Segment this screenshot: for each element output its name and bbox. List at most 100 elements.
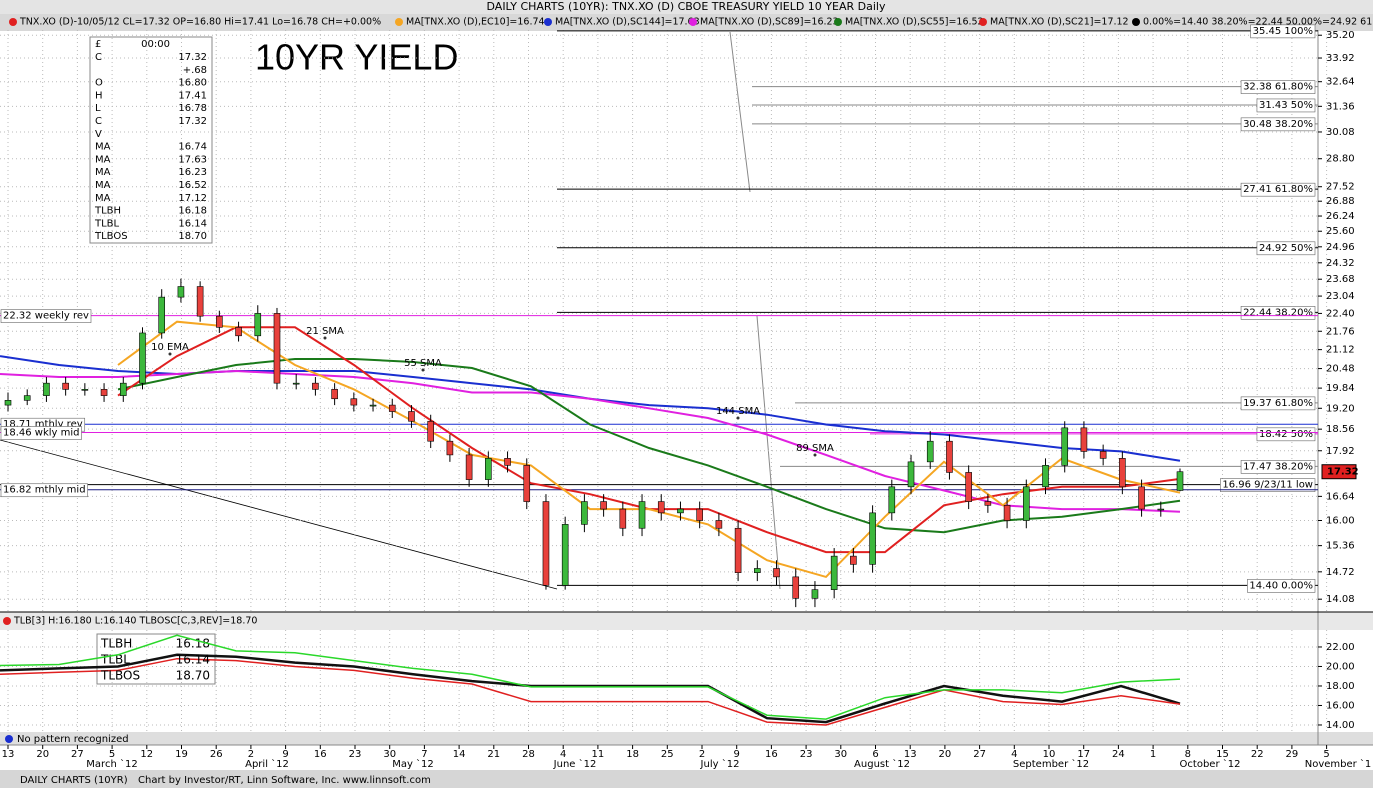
y-tick-label: 17.92 bbox=[1326, 446, 1355, 457]
candle-body bbox=[1176, 471, 1184, 491]
info-label: C bbox=[95, 52, 102, 63]
candle-body bbox=[907, 461, 915, 488]
candle-body bbox=[773, 568, 780, 578]
info-value: +.68 bbox=[183, 65, 207, 76]
panel-dot bbox=[3, 617, 11, 625]
annotation-dot bbox=[421, 368, 425, 372]
level-label-box bbox=[1240, 396, 1316, 411]
x-tick-label: 23 bbox=[349, 749, 362, 760]
x-tick-label: 4 bbox=[1011, 749, 1017, 760]
candle-body bbox=[485, 458, 492, 480]
candle-body bbox=[369, 404, 377, 407]
y-tick-label: 35.20 bbox=[1326, 30, 1355, 41]
candle-body bbox=[139, 332, 146, 384]
info-box bbox=[89, 36, 213, 244]
x-tick-label: 20 bbox=[36, 749, 49, 760]
x-tick-label: 20 bbox=[939, 749, 952, 760]
candle-body bbox=[1138, 486, 1145, 510]
info-label: MA bbox=[95, 167, 111, 178]
candle-body bbox=[657, 501, 665, 514]
candle-body bbox=[312, 382, 319, 390]
y-tick-label: 22.40 bbox=[1326, 308, 1355, 319]
candle-body bbox=[350, 398, 358, 406]
y-tick-label: 26.88 bbox=[1326, 196, 1355, 207]
x-tick-label: 27 bbox=[973, 749, 986, 760]
level-label: 32.38 61.80% bbox=[1243, 82, 1313, 93]
candle-body bbox=[23, 395, 31, 401]
y-tick-label: 31.36 bbox=[1326, 101, 1355, 112]
pattern-icon bbox=[5, 735, 13, 743]
month-label: August `12 bbox=[854, 758, 910, 770]
candle-body bbox=[542, 501, 550, 586]
annotation: 21 SMA bbox=[306, 326, 344, 337]
candle-body bbox=[696, 508, 703, 521]
candle-body bbox=[1157, 508, 1165, 511]
price-marker bbox=[1321, 464, 1357, 480]
candle-body bbox=[965, 472, 972, 502]
level-label-box bbox=[1247, 579, 1316, 593]
candle-body bbox=[254, 313, 262, 337]
status-text: TNX.XO (D)-10/05/12 CL=17.32 OP=16.80 Hi… bbox=[19, 17, 381, 28]
x-tick-label: 12 bbox=[140, 749, 153, 760]
info-value: 17.41 bbox=[178, 90, 207, 101]
x-tick-label: 27 bbox=[71, 749, 84, 760]
info-header: £ bbox=[95, 39, 101, 50]
level-label-box bbox=[0, 483, 88, 498]
annotation: 55 SMA bbox=[404, 358, 442, 369]
info-label: C bbox=[95, 116, 102, 127]
annotation-dot bbox=[813, 453, 817, 457]
candle-body bbox=[715, 520, 723, 529]
info-label: L bbox=[95, 103, 101, 114]
candle-body bbox=[62, 382, 69, 390]
x-tick-label: 9 bbox=[282, 749, 288, 760]
candle-body bbox=[811, 589, 819, 599]
x-tick-label: 14 bbox=[453, 749, 466, 760]
level-label: 35.45 100% bbox=[1253, 26, 1313, 37]
month-label: November `1 bbox=[1305, 758, 1372, 770]
x-tick-label: 17 bbox=[1077, 749, 1090, 760]
candle-body bbox=[81, 389, 89, 391]
price-marker-label: 17.32 bbox=[1327, 467, 1359, 478]
candle-body bbox=[984, 501, 992, 506]
status-dot bbox=[395, 18, 403, 26]
info-label: O bbox=[95, 78, 103, 89]
info-value: 16.52 bbox=[178, 180, 207, 191]
x-tick-label: 26 bbox=[210, 749, 223, 760]
info-label: H bbox=[95, 90, 103, 101]
level-label-box bbox=[1256, 241, 1316, 256]
month-label: July `12 bbox=[700, 758, 740, 770]
info-value: 17.12 bbox=[178, 193, 207, 204]
info-label: TLBH bbox=[94, 206, 121, 217]
month-label: September `12 bbox=[1013, 758, 1089, 770]
x-tick-label: 11 bbox=[592, 749, 605, 760]
y-tick-label: 20.00 bbox=[1326, 661, 1355, 672]
candle-body bbox=[734, 527, 742, 573]
month-label: April `12 bbox=[245, 758, 289, 770]
info-label: MA bbox=[95, 180, 111, 191]
y-tick-label: 19.20 bbox=[1326, 403, 1355, 414]
fib-trend-line bbox=[0, 439, 558, 590]
status-dot bbox=[1132, 18, 1140, 26]
candle-body bbox=[1080, 427, 1088, 452]
footer-tab: DAILY CHARTS (10YR) bbox=[20, 775, 128, 786]
series-line bbox=[117, 320, 1181, 579]
tlb-value: 16.14 bbox=[176, 653, 210, 667]
y-tick-label: 23.04 bbox=[1326, 291, 1355, 302]
candle-body bbox=[196, 286, 204, 317]
y-tick-label: 22.00 bbox=[1326, 642, 1355, 653]
title-bar bbox=[0, 0, 1373, 14]
x-tick-label: 15 bbox=[1216, 749, 1229, 760]
level-label-box bbox=[1220, 478, 1316, 492]
candle-body bbox=[235, 327, 242, 337]
x-tick-label: 24 bbox=[1112, 749, 1125, 760]
status-text: MA[TNX.XO (D),SC89]=16.23 bbox=[700, 17, 839, 28]
info-label: TLBL bbox=[94, 218, 120, 229]
tlb-label: TLBOS bbox=[100, 669, 140, 683]
x-tick-label: 21 bbox=[487, 749, 500, 760]
candle-body bbox=[850, 555, 857, 565]
info-value: 16.78 bbox=[178, 103, 207, 114]
candle-body bbox=[792, 576, 800, 599]
x-tick-label: 1 bbox=[1150, 749, 1156, 760]
